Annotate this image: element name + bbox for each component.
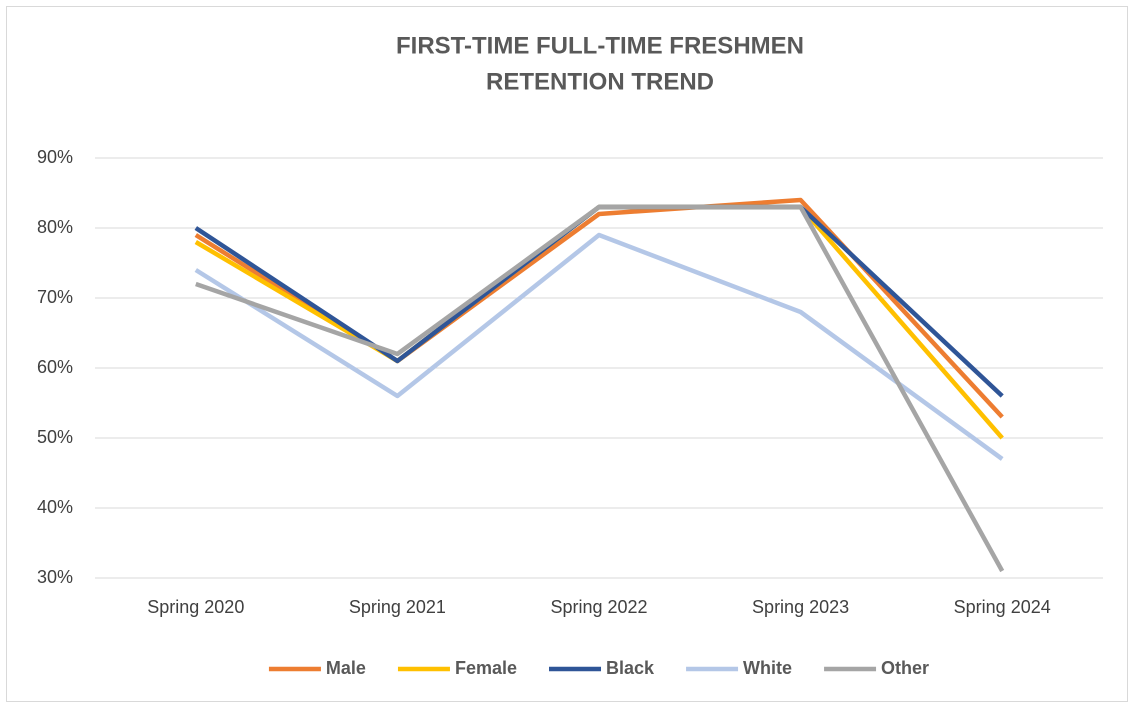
y-tick-label: 70% [37, 287, 73, 307]
series-line [194, 232, 1004, 461]
y-tick-label: 30% [37, 567, 73, 587]
y-tick-label: 80% [37, 217, 73, 237]
y-tick-label: 40% [37, 497, 73, 517]
x-tick-label: Spring 2022 [550, 597, 647, 617]
legend-label: White [743, 658, 792, 678]
chart-title: FIRST-TIME FULL-TIME FRESHMEN [396, 32, 804, 59]
x-tick-label: Spring 2023 [752, 597, 849, 617]
x-tick-label: Spring 2020 [147, 597, 244, 617]
legend-label: Other [881, 658, 929, 678]
y-tick-label: 50% [37, 427, 73, 447]
x-tick-label: Spring 2021 [349, 597, 446, 617]
series-line [195, 204, 1005, 573]
legend-label: Black [606, 658, 655, 678]
y-tick-label: 90% [37, 147, 73, 167]
chart-title: RETENTION TREND [486, 68, 714, 95]
legend-label: Female [455, 658, 517, 678]
y-tick-label: 60% [37, 357, 73, 377]
x-tick-label: Spring 2024 [954, 597, 1051, 617]
legend-label: Male [326, 658, 366, 678]
